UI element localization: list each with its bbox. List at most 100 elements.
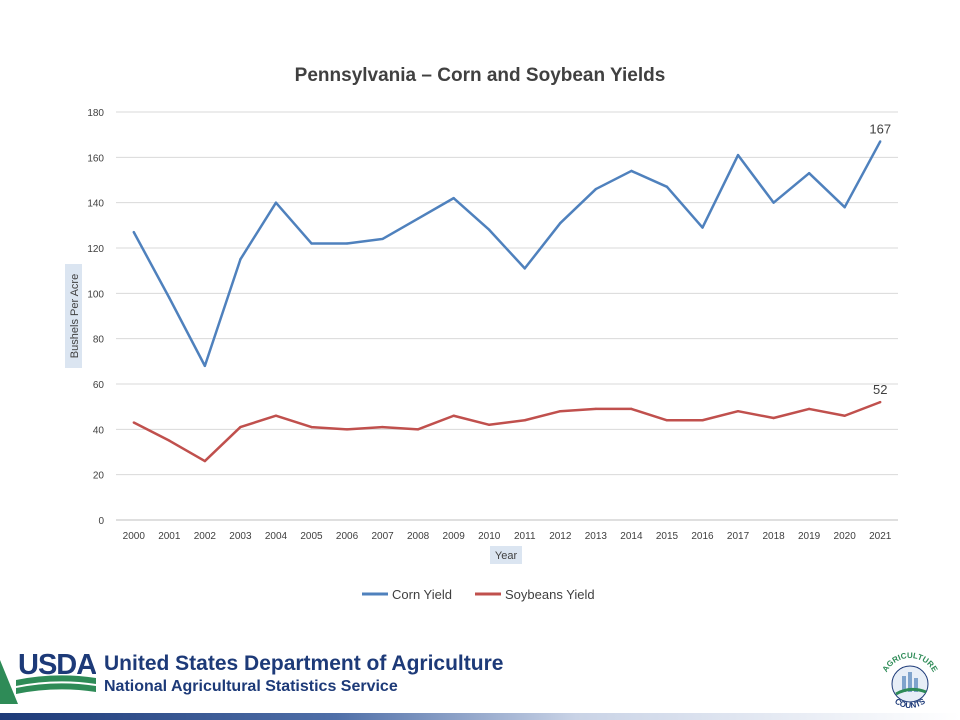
data-point (239, 425, 242, 429)
data-point (594, 187, 598, 191)
data-point (772, 416, 775, 420)
gridlines (116, 111, 898, 521)
y-tick-labels: 0 20 40 60 80 100 120 140 160 180 (87, 108, 104, 527)
data-point (807, 407, 811, 411)
agriculture-counts-badge: AGRICULTURE COUNTS (881, 651, 940, 710)
service-name: National Agricultural Statistics Service (104, 678, 398, 695)
data-point (274, 414, 278, 417)
y-tick-label: 140 (87, 199, 104, 210)
x-tick-label: 2005 (300, 531, 323, 542)
x-axis-label-text: Year (495, 550, 518, 562)
y-tick-label: 160 (87, 153, 104, 164)
svg-text:COUNTS: COUNTS (893, 696, 927, 710)
data-point (594, 407, 598, 411)
data-point (168, 296, 171, 300)
y-tick-label: 60 (93, 380, 105, 391)
data-point (381, 237, 384, 241)
org-name: United States Department of Agriculture (104, 652, 504, 675)
x-tick-label: 2011 (514, 531, 536, 542)
data-point (879, 140, 882, 143)
data-point (665, 185, 669, 188)
series-lines (132, 140, 882, 463)
y-tick-label: 80 (93, 335, 105, 346)
data-point (203, 364, 207, 368)
data-point (488, 228, 491, 232)
data-point (843, 414, 846, 417)
data-point (310, 425, 313, 429)
data-point (345, 428, 349, 431)
x-tick-label: 2018 (762, 531, 785, 542)
y-tick-label: 0 (98, 516, 104, 527)
x-axis-label: Year (490, 546, 522, 564)
series-line-corn (132, 140, 882, 368)
y-tick-label: 180 (87, 108, 104, 119)
x-tick-label: 2008 (407, 531, 430, 542)
legend-item-soybeans: Soybeans Yield (475, 587, 595, 602)
data-point (381, 425, 384, 429)
data-label: 167 (869, 121, 891, 136)
data-point (879, 400, 882, 404)
data-point (807, 172, 811, 175)
data-point (559, 410, 562, 413)
x-tick-label: 2004 (265, 531, 288, 542)
data-point (630, 407, 633, 411)
y-tick-label: 120 (87, 244, 104, 255)
chart: Pennsylvania – Corn and Soybean Yields 0… (65, 65, 898, 602)
x-tick-label: 2002 (194, 531, 217, 542)
data-point (701, 226, 704, 229)
x-tick-label: 2010 (478, 531, 501, 542)
data-point (701, 419, 704, 422)
legend-item-corn: Corn Yield (362, 587, 452, 602)
data-label: 52 (873, 382, 887, 397)
legend-label-corn: Corn Yield (392, 587, 452, 602)
x-tick-label: 2019 (798, 531, 821, 542)
data-point (559, 221, 562, 225)
x-tick-label: 2014 (620, 531, 643, 542)
x-tick-label: 2015 (656, 531, 679, 542)
x-tick-label: 2000 (123, 531, 146, 542)
data-point (310, 242, 313, 245)
y-tick-label: 20 (93, 471, 105, 482)
data-point (523, 419, 526, 422)
data-point (345, 242, 349, 245)
data-point (843, 206, 846, 209)
badge-text-bottom: COUNTS (893, 696, 927, 710)
data-point (523, 267, 526, 270)
x-tick-label: 2001 (158, 531, 181, 542)
data-point (239, 258, 242, 261)
x-tick-label: 2017 (727, 531, 750, 542)
data-point (452, 196, 455, 200)
data-point (665, 419, 669, 422)
y-tick-label: 40 (93, 425, 105, 436)
x-tick-label: 2003 (229, 531, 252, 542)
data-point (452, 414, 455, 417)
data-point (132, 421, 135, 424)
data-point (274, 201, 278, 204)
series-line-soybeans (133, 400, 881, 463)
y-tick-label: 100 (87, 289, 104, 300)
x-tick-labels: 2000 2001 2002 2003 2004 2005 2006 2007 2008 2009… (123, 531, 892, 542)
x-tick-label: 2020 (834, 531, 857, 542)
legend: Corn Yield Soybeans Yield (362, 587, 595, 602)
x-tick-label: 2021 (869, 531, 892, 542)
y-axis-label: Bushels Per Acre (65, 264, 82, 368)
usda-logo: USDA (16, 649, 96, 694)
data-point (736, 410, 740, 413)
y-axis-label-text: Bushels Per Acre (69, 274, 81, 358)
data-point (416, 428, 420, 431)
data-point (132, 230, 135, 234)
data-point (488, 423, 491, 426)
x-tick-label: 2006 (336, 531, 359, 542)
data-point (736, 153, 740, 157)
data-point (203, 459, 207, 463)
x-tick-label: 2016 (691, 531, 714, 542)
data-point (168, 439, 171, 442)
data-point (416, 217, 420, 220)
data-labels: 167 52 (869, 121, 891, 397)
x-tick-label: 2013 (585, 531, 608, 542)
data-point (772, 201, 775, 204)
x-tick-label: 2009 (443, 531, 466, 542)
legend-label-soybeans: Soybeans Yield (505, 587, 595, 602)
chart-title: Pennsylvania – Corn and Soybean Yields (295, 65, 666, 86)
data-point (630, 169, 633, 173)
